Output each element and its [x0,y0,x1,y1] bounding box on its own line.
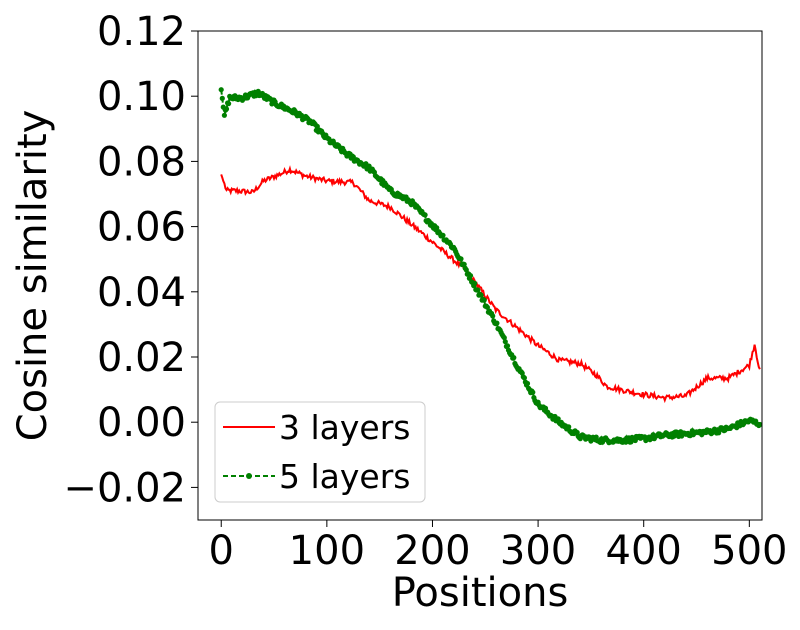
series-3-layers [220,165,761,404]
legend-marker-swatch [246,473,252,479]
y-tick-label: 0.06 [97,205,186,251]
data-point [555,416,561,422]
y-tick-label: 0.00 [97,400,186,446]
y-tick-label: 0.04 [97,270,186,316]
data-point [511,355,517,361]
y-tick-label: −0.02 [63,465,186,511]
legend-item: 3 layers [223,408,410,447]
series-layer [218,87,763,446]
series-5-layers [218,87,763,446]
data-point [223,106,230,112]
data-point [521,375,528,381]
data-point [478,292,484,298]
data-point [475,287,481,293]
data-point [461,261,467,267]
y-tick-label: 0.10 [97,74,186,120]
series-line [220,165,761,404]
x-axis-label: Positions [392,570,569,616]
x-tick-label: 300 [500,528,576,574]
x-tick-label: 400 [606,528,682,574]
data-point [458,256,464,262]
y-axis-label: Cosine similarity [10,110,56,442]
data-point [490,313,496,319]
legend: 3 layers 5 layers [214,401,426,503]
data-point [566,424,572,430]
data-point [219,95,225,101]
data-point [218,87,224,93]
data-point [467,273,474,279]
x-tick-label: 500 [711,528,787,574]
data-point [524,380,531,387]
legend-label: 3 layers [279,408,410,447]
ticks-layer: 0 100 200 300 400 500 −0.02 0.00 0.02 0.04 0.06 0.0… [63,9,787,574]
data-point [481,297,487,303]
data-point [502,339,508,345]
data-point [472,280,478,286]
data-point [440,232,446,238]
y-tick-label: 0.02 [97,335,186,381]
data-point [221,112,227,118]
legend-label: 5 layers [279,457,410,496]
data-point [757,421,763,428]
series-line [220,88,761,446]
x-tick-label: 200 [394,528,470,574]
data-point [434,225,440,231]
plot-frame [197,30,763,521]
legend-item: 5 layers [223,457,410,496]
y-tick-label: 0.08 [97,139,186,185]
y-tick-label: 0.12 [97,9,186,55]
data-point [484,304,490,310]
data-point [501,335,507,341]
data-point [422,212,428,218]
data-point [226,101,232,107]
x-tick-label: 0 [209,528,234,574]
data-point [504,343,511,349]
data-point [494,320,500,326]
axes-layer [197,30,763,521]
x-tick-label: 100 [289,528,365,574]
data-point [463,267,469,273]
data-point [530,389,536,395]
